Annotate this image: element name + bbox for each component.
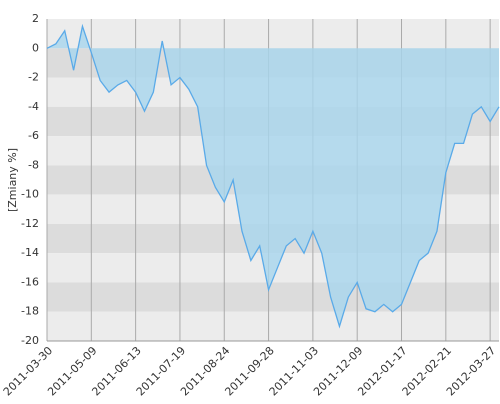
grid-band: [47, 311, 499, 341]
y-tick-label: -20: [21, 334, 39, 347]
y-axis-label: [Zmiany %]: [6, 148, 19, 212]
y-tick-label: -14: [21, 246, 39, 259]
y-tick-label: -4: [28, 100, 39, 113]
y-tick-label: -6: [28, 129, 39, 142]
y-tick-label: -18: [21, 305, 39, 318]
area: [47, 26, 499, 327]
grid-band: [47, 19, 499, 49]
y-tick-label: 2: [32, 12, 39, 25]
y-tick-label: 0: [32, 41, 39, 54]
y-tick-label: -2: [28, 71, 39, 84]
y-tick-label: -12: [21, 217, 39, 230]
y-tick-label: -10: [21, 188, 39, 201]
line: [46, 23, 500, 329]
grid-band: [47, 282, 499, 312]
y-tick-label: -8: [28, 158, 39, 171]
y-tick-label: -16: [21, 275, 39, 288]
